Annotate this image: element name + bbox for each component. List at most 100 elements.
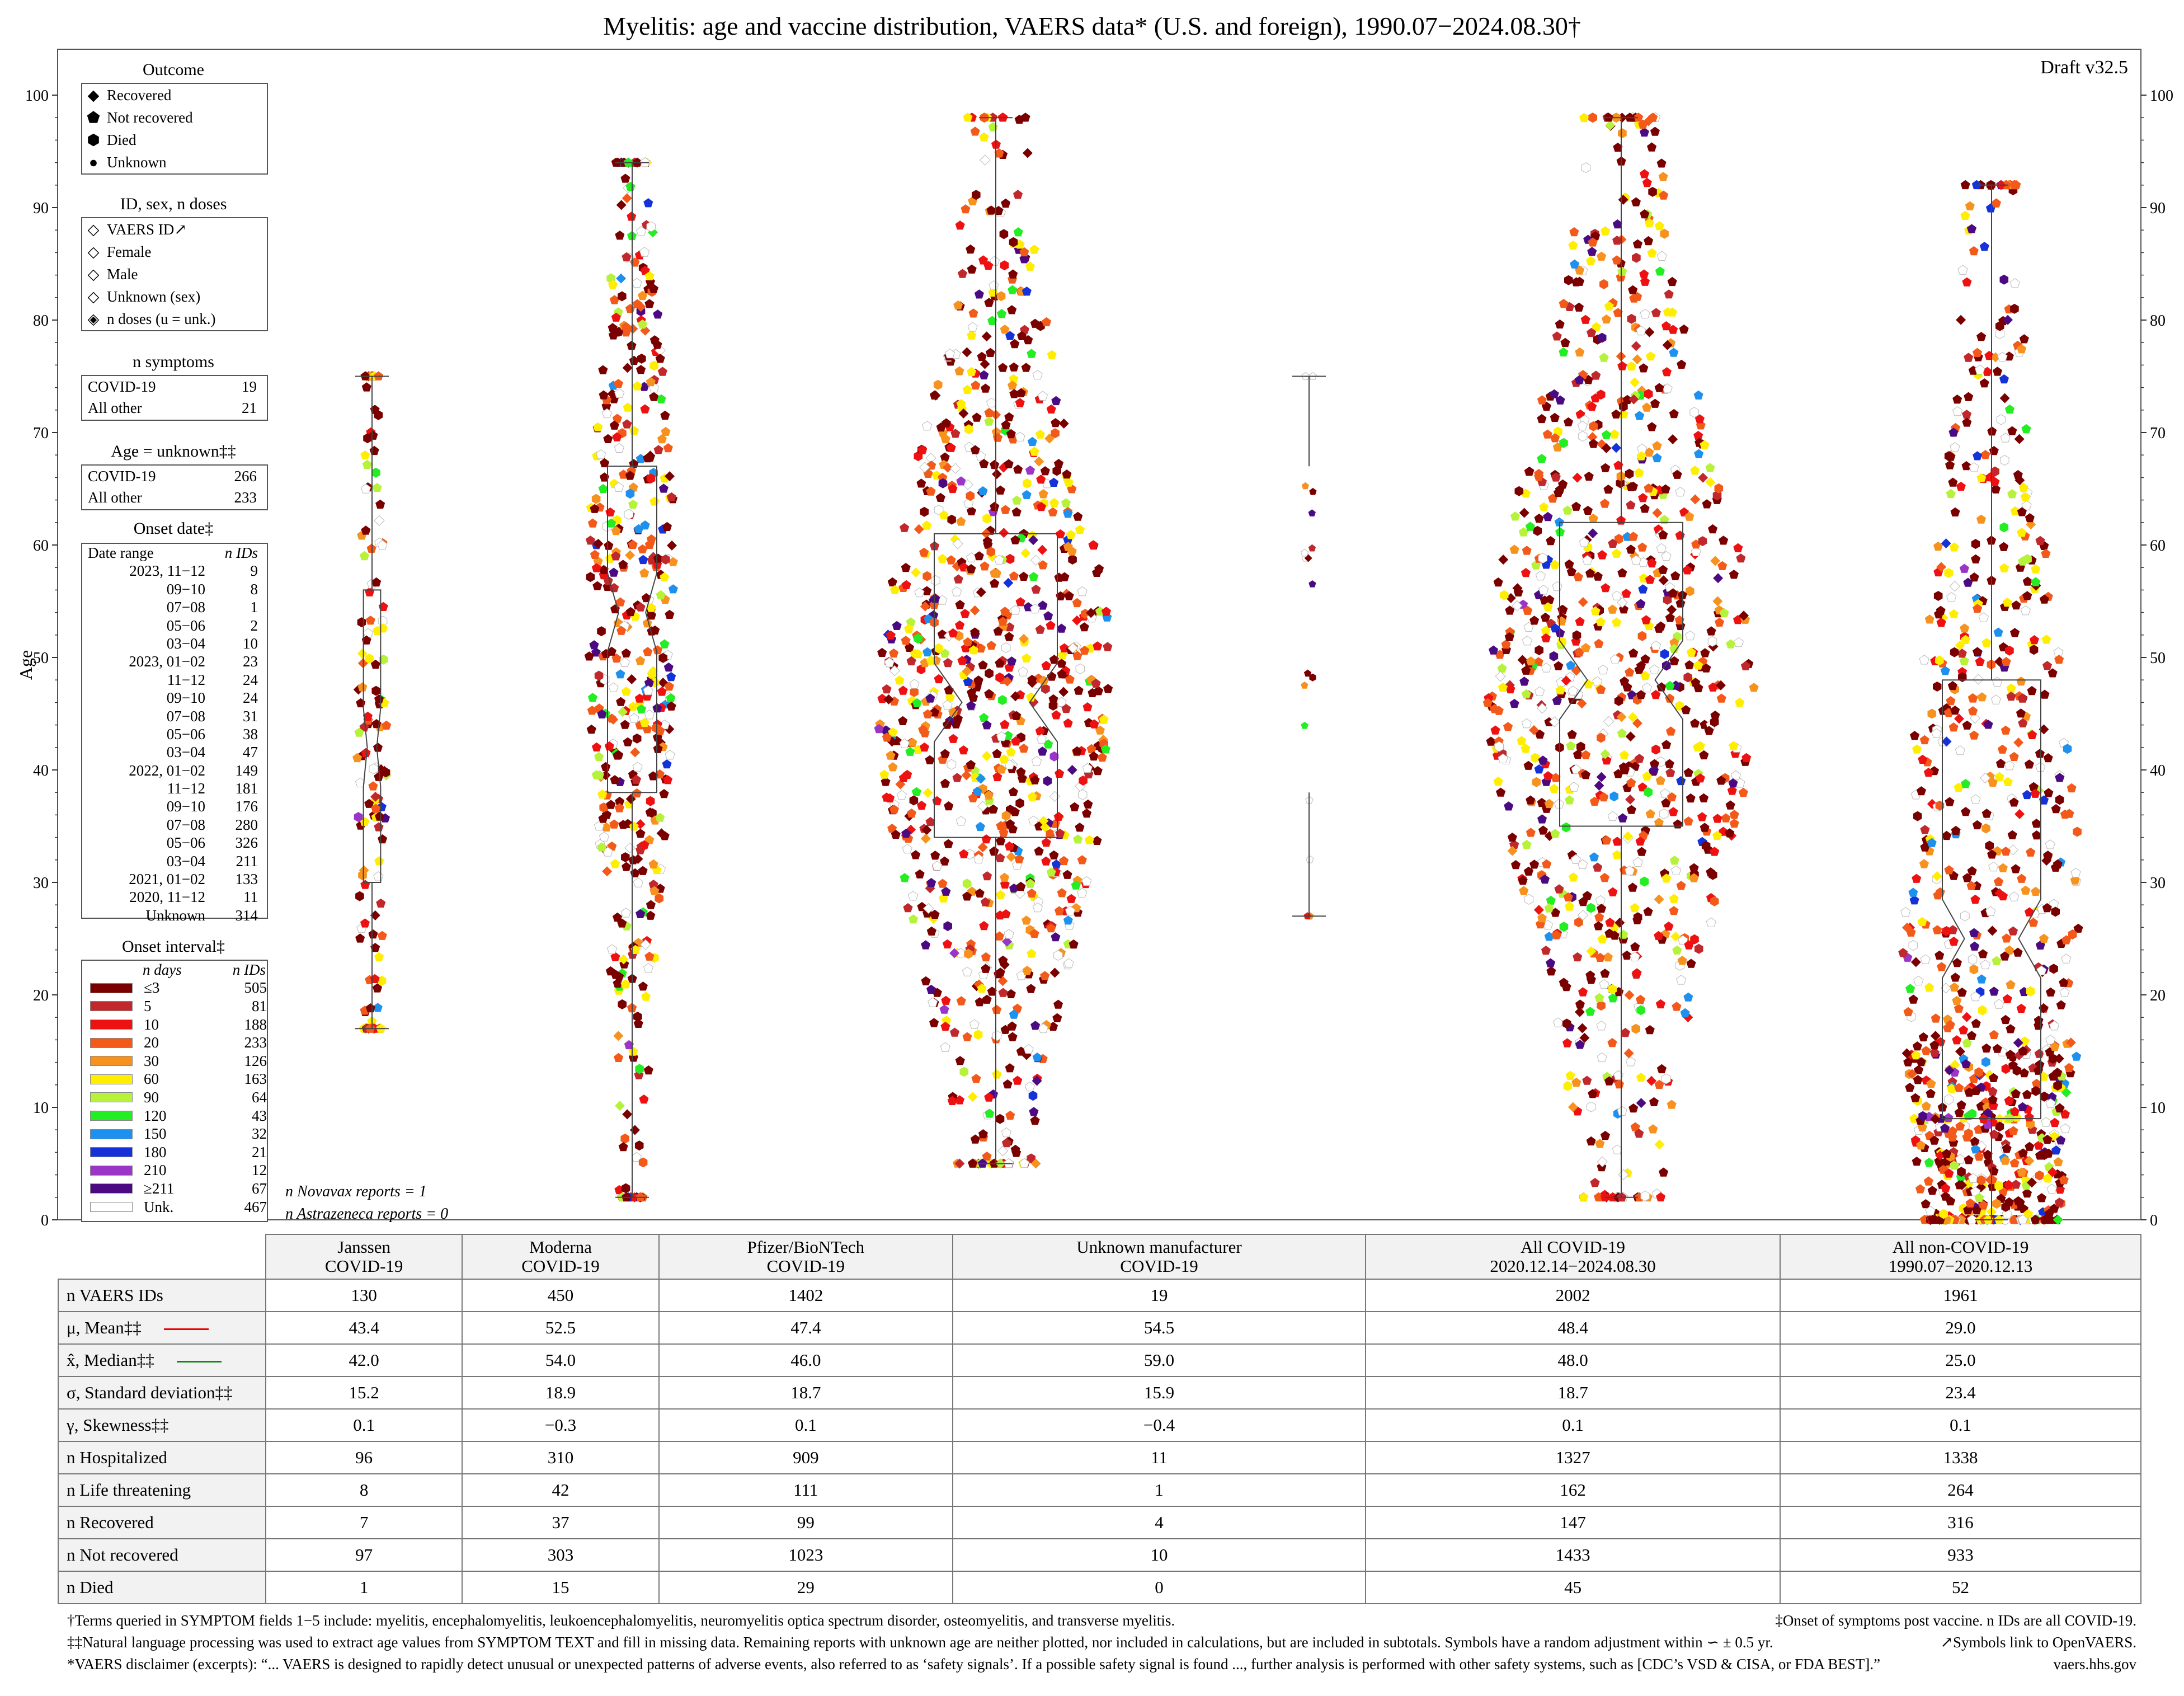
data-point — [967, 330, 977, 340]
data-point — [913, 649, 923, 659]
data-point — [1704, 726, 1714, 735]
data-point — [1049, 498, 1059, 508]
data-point — [1961, 807, 1971, 816]
data-point — [1600, 226, 1610, 236]
data-point — [999, 528, 1009, 538]
data-point — [1030, 555, 1042, 566]
column-header: Pfizer/BioNTech COVID-19 — [658, 1234, 954, 1280]
data-point — [1013, 227, 1023, 237]
data-point — [998, 695, 1007, 706]
data-point — [1523, 622, 1534, 632]
data-point — [1027, 674, 1037, 684]
data-point — [995, 485, 1005, 495]
data-point — [636, 704, 647, 713]
data-point — [369, 763, 378, 774]
data-point — [1554, 487, 1564, 497]
data-point — [1683, 816, 1693, 826]
data-point — [613, 978, 623, 988]
data-point — [2053, 1215, 2063, 1225]
data-point — [1504, 801, 1514, 811]
data-point — [1550, 412, 1560, 422]
data-point — [1961, 1059, 1971, 1069]
data-point — [1999, 374, 2009, 384]
data-point — [1969, 928, 1979, 937]
data-point — [1010, 605, 1021, 615]
data-point — [1599, 279, 1608, 289]
data-point — [1970, 1136, 1980, 1146]
data-point — [1009, 362, 1019, 372]
data-point — [1612, 590, 1622, 600]
color-swatch — [90, 1165, 133, 1176]
data-point — [1523, 605, 1533, 615]
footnote-symbols[interactable]: ↗Symbols link to OpenVAERS. — [1940, 1634, 2136, 1651]
legend-item[interactable]: ◇ VAERS ID↗ — [82, 218, 267, 241]
data-point — [621, 852, 630, 862]
data-point — [1929, 1047, 1940, 1057]
data-point — [2042, 1173, 2053, 1183]
data-point — [1632, 239, 1642, 248]
data-point — [879, 769, 889, 779]
data-point — [1968, 954, 1978, 965]
data-point — [643, 962, 654, 973]
data-point — [377, 540, 388, 550]
data-point — [649, 496, 660, 506]
data-point — [370, 943, 380, 952]
data-point — [954, 1095, 964, 1105]
data-point — [593, 422, 603, 431]
data-point — [1553, 1017, 1564, 1027]
data-point — [1082, 763, 1093, 773]
data-point — [1571, 501, 1581, 511]
data-point — [962, 966, 973, 976]
data-point — [2022, 576, 2032, 586]
data-point — [941, 886, 951, 896]
data-point — [1916, 1140, 1926, 1150]
data-point — [1631, 555, 1641, 565]
onset-interval-row: 180 21 — [82, 1143, 267, 1162]
data-point — [360, 918, 370, 928]
table-cell: 54.5 — [952, 1311, 1367, 1345]
data-point — [1693, 660, 1703, 670]
data-point — [1056, 591, 1066, 600]
data-point — [361, 748, 371, 758]
data-point — [1019, 254, 1029, 264]
onset-date-row: 07−08 280 — [166, 816, 258, 833]
data-point — [632, 733, 642, 744]
color-swatch — [90, 1037, 133, 1048]
data-point — [1562, 505, 1573, 515]
data-point — [1573, 749, 1583, 759]
data-point — [2001, 1064, 2011, 1074]
footnote-site[interactable]: vaers.hhs.gov — [2053, 1656, 2136, 1672]
data-point — [1634, 1129, 1644, 1138]
data-point — [629, 821, 639, 831]
onset-date-row: 2021, 01−02 133 — [129, 871, 258, 888]
column-header: Moderna COVID-19 — [462, 1234, 660, 1280]
data-point — [1658, 530, 1668, 539]
data-point — [598, 365, 608, 374]
data-point — [984, 790, 994, 800]
data-point — [1049, 850, 1059, 859]
data-point — [357, 682, 368, 692]
data-point — [1008, 787, 1018, 796]
data-point — [901, 828, 911, 838]
diamond-icon: ◆ — [87, 87, 100, 104]
data-point — [1664, 921, 1674, 931]
data-point — [2018, 556, 2028, 566]
data-point — [1072, 598, 1082, 608]
data-point — [613, 912, 623, 922]
data-point — [1954, 1107, 1964, 1117]
data-point — [1000, 607, 1010, 616]
data-point — [1671, 865, 1682, 875]
onset-interval-row: ≤3 505 — [82, 979, 267, 998]
data-point — [1935, 887, 1945, 897]
data-point — [1002, 936, 1012, 947]
data-point — [2035, 1150, 2045, 1160]
data-point — [1507, 833, 1517, 842]
data-point — [1571, 1077, 1581, 1087]
data-point — [665, 749, 675, 760]
box-notch — [934, 533, 1058, 838]
data-point — [912, 698, 922, 707]
data-point — [995, 853, 1005, 862]
age-unknown-legend: COVID-19 266 All other 233 — [81, 464, 268, 510]
data-point — [2017, 873, 2027, 883]
data-point — [1067, 765, 1077, 775]
